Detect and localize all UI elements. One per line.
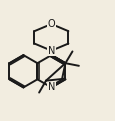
Text: N: N: [47, 46, 55, 56]
Text: O: O: [47, 19, 55, 29]
Text: N: N: [47, 82, 55, 92]
